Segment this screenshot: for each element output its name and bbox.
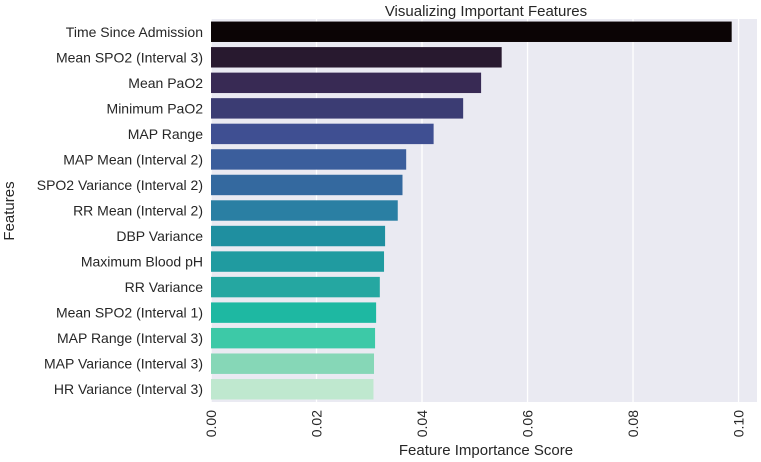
y-tick-labels: Time Since Admission Mean SPO2 (Interval … <box>37 24 203 397</box>
bar <box>211 276 380 298</box>
bar <box>211 47 502 68</box>
x-tick-label: 0.10 <box>731 410 747 437</box>
bar <box>211 72 482 94</box>
bars <box>211 21 732 400</box>
y-tick-label: Mean SPO2 (Interval 1) <box>56 305 203 321</box>
bar <box>211 123 434 145</box>
y-tick-label: Maximum Blood pH <box>81 254 203 270</box>
bar <box>211 302 377 323</box>
bar <box>211 21 732 42</box>
x-tick-label: 0.00 <box>203 410 219 437</box>
bar <box>211 149 407 170</box>
x-tick-label: 0.06 <box>520 410 536 437</box>
x-tick-labels: 0.00 0.02 0.04 0.06 0.08 0.10 <box>203 410 747 437</box>
chart-title: Visualizing Important Features <box>385 3 587 20</box>
y-axis-label: Features <box>1 181 18 240</box>
x-tick-label: 0.04 <box>414 410 430 437</box>
y-tick-label: Mean SPO2 (Interval 3) <box>56 49 203 65</box>
bar <box>211 200 398 221</box>
y-tick-label: MAP Mean (Interval 2) <box>63 151 203 167</box>
y-tick-label: MAP Range <box>128 126 203 142</box>
x-tick-label: 0.02 <box>309 410 325 437</box>
bar <box>211 353 375 374</box>
y-tick-label: Mean PaO2 <box>128 75 203 91</box>
x-tick-label: 0.08 <box>625 410 641 437</box>
y-tick-label: SPO2 Variance (Interval 2) <box>37 177 203 193</box>
y-tick-label: RR Mean (Interval 2) <box>73 203 203 219</box>
y-tick-label: MAP Range (Interval 3) <box>57 330 203 346</box>
y-tick-label: MAP Variance (Interval 3) <box>44 356 203 372</box>
bar <box>211 379 374 400</box>
bar <box>211 174 403 196</box>
y-tick-label: HR Variance (Interval 3) <box>54 381 203 397</box>
bar <box>211 225 386 247</box>
y-tick-label: Minimum PaO2 <box>107 100 204 116</box>
y-tick-label: Time Since Admission <box>66 24 203 40</box>
y-tick-label: DBP Variance <box>116 228 203 244</box>
bar <box>211 98 464 119</box>
bar <box>211 327 376 349</box>
bar <box>211 251 385 272</box>
y-tick-label: RR Variance <box>125 279 204 295</box>
x-axis-label: Feature Importance Score <box>399 442 573 459</box>
